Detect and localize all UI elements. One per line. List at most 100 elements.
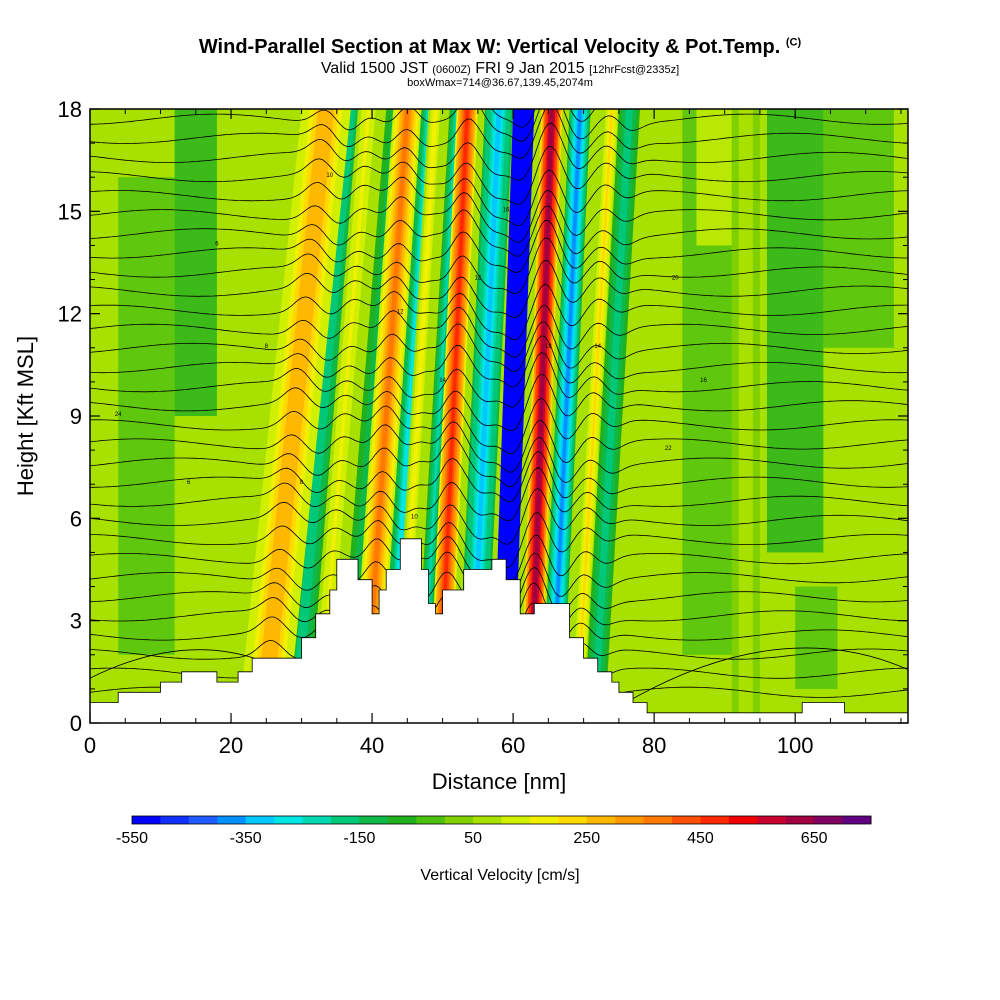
- x-tick-label: 40: [360, 733, 384, 758]
- colorbar-swatch: [814, 816, 844, 824]
- downdraft-band: [592, 109, 632, 723]
- theta-contour: [90, 304, 908, 358]
- contour-label: 12: [397, 310, 404, 316]
- colorbar-tick-label: 450: [687, 830, 714, 847]
- chart-title-text: Wind-Parallel Section at Max W: Vertical…: [198, 36, 781, 58]
- theta-contour: [90, 259, 908, 318]
- x-tick-label: 60: [501, 733, 525, 758]
- colorbar-swatch: [842, 816, 872, 824]
- colorbar-swatch: [643, 816, 673, 824]
- downdraft-band: [292, 109, 354, 723]
- axes: 0 20 40 60 80 100 0 3 6 9 12 15 18 Distance [nm] Heigh…: [13, 97, 908, 794]
- contour-label: 10: [411, 514, 418, 520]
- theta-contour: [90, 169, 908, 226]
- downdraft-band: [420, 109, 458, 723]
- colorbar-tick-label: -350: [230, 830, 262, 847]
- theta-contour: [90, 437, 908, 488]
- x-tick-label: 80: [642, 733, 666, 758]
- theta-contour: [90, 109, 908, 159]
- colorbar-title: Vertical Velocity [cm/s]: [420, 867, 579, 884]
- theta-contour: [625, 647, 908, 703]
- colorbar-swatch: [387, 816, 417, 824]
- theta-contour: [90, 146, 908, 205]
- theta-contour: [491, 109, 596, 128]
- box-info: boxWmax=714@36.67,139.45,2074m: [407, 77, 593, 89]
- theta-contour: [90, 467, 908, 522]
- theta-contour: [90, 451, 908, 503]
- theta-contour: [90, 373, 908, 432]
- colorbar-tick-label: 250: [573, 830, 600, 847]
- theta-contour: [90, 397, 908, 455]
- theta-contour: [90, 219, 908, 274]
- x-axis-title: Distance [nm]: [432, 769, 567, 794]
- colorbar-swatch: [757, 816, 787, 824]
- colorbar-swatch: [672, 816, 701, 824]
- theta-contour: [90, 109, 908, 142]
- y-tick-label: 15: [58, 199, 82, 224]
- copyright-mark: (C): [785, 36, 802, 49]
- colorbar-swatch: [529, 816, 559, 824]
- colorbar-swatch: [245, 816, 275, 824]
- colorbar-swatch: [330, 816, 360, 824]
- colorbar-swatch: [558, 816, 588, 824]
- weak-velocity-patch: [766, 109, 824, 553]
- colorbar-tick-label: 650: [801, 830, 828, 847]
- theta-contour: [90, 205, 908, 257]
- colorbar-tick-label: -150: [343, 830, 375, 847]
- colorbar-swatch: [302, 816, 332, 824]
- weak-velocity-patch: [118, 177, 175, 655]
- colorbar-swatch: [132, 816, 161, 824]
- y-tick-label: 6: [70, 506, 82, 531]
- y-tick-label: 12: [58, 302, 82, 327]
- chart-subtitle: Valid 1500 JST (0600Z) FRI 9 Jan 2015 [1…: [0, 60, 1000, 78]
- theta-contour: [90, 352, 908, 408]
- contour-label: 14: [439, 378, 446, 384]
- colorbar-swatch: [359, 816, 389, 824]
- contour-label: 8: [265, 344, 269, 350]
- colorbar-swatch: [586, 816, 616, 824]
- contour-label: 20: [672, 276, 679, 282]
- updraft-band: [437, 109, 469, 723]
- colorbar-swatch: [615, 816, 645, 824]
- contour-label: 16: [503, 207, 510, 213]
- theta-contour: [90, 335, 908, 388]
- theta-contour: [90, 122, 908, 181]
- updraft-band: [529, 109, 554, 723]
- theta-contour: [90, 321, 908, 373]
- x-tick-label: 20: [219, 733, 243, 758]
- theta-contour: [90, 419, 908, 473]
- updraft-band: [317, 109, 371, 723]
- valid-date: FRI 9 Jan 2015: [475, 60, 585, 77]
- weak-velocity-patch: [174, 109, 217, 416]
- y-tick-label: 0: [70, 711, 82, 736]
- contour-label: 12: [475, 276, 482, 282]
- theta-contour: [90, 283, 908, 341]
- y-axis-title: Height [Kft MSL]: [13, 336, 38, 496]
- colorbar-swatch: [274, 816, 304, 824]
- valid-time: Valid 1500 JST: [320, 60, 428, 77]
- colorbar-swatch: [473, 816, 502, 824]
- colorbar-swatch: [501, 816, 531, 824]
- colorbar-swatch: [416, 816, 446, 824]
- y-tick-label: 9: [70, 404, 82, 429]
- theta-contour: [90, 237, 908, 294]
- colorbar-tick-label: 50: [464, 830, 482, 847]
- y-tick-label: 3: [70, 609, 82, 634]
- colorbar-swatch: [188, 816, 218, 824]
- theta-contour: [90, 487, 908, 545]
- contour-labels: 6 8 10 12 14 16 18 20 22 24 6 8 10 12 14 16: [115, 173, 708, 520]
- valid-utc: (0600Z): [432, 64, 471, 76]
- colorbar-swatch: [785, 816, 815, 824]
- x-tick-label: 0: [84, 733, 96, 758]
- weak-velocity-patch: [823, 109, 894, 348]
- x-tick-label: 100: [777, 733, 814, 758]
- contour-label: 14: [594, 344, 601, 350]
- contour-label: 10: [326, 173, 333, 179]
- colorbar-border: [131, 815, 872, 825]
- weak-velocity-patch: [795, 586, 838, 689]
- contour-label: 24: [115, 412, 122, 418]
- colorbar-tick-label: -550: [116, 830, 148, 847]
- colorbar-swatch: [728, 816, 758, 824]
- contour-label: 18: [545, 344, 552, 350]
- contour-label: 6: [187, 480, 191, 486]
